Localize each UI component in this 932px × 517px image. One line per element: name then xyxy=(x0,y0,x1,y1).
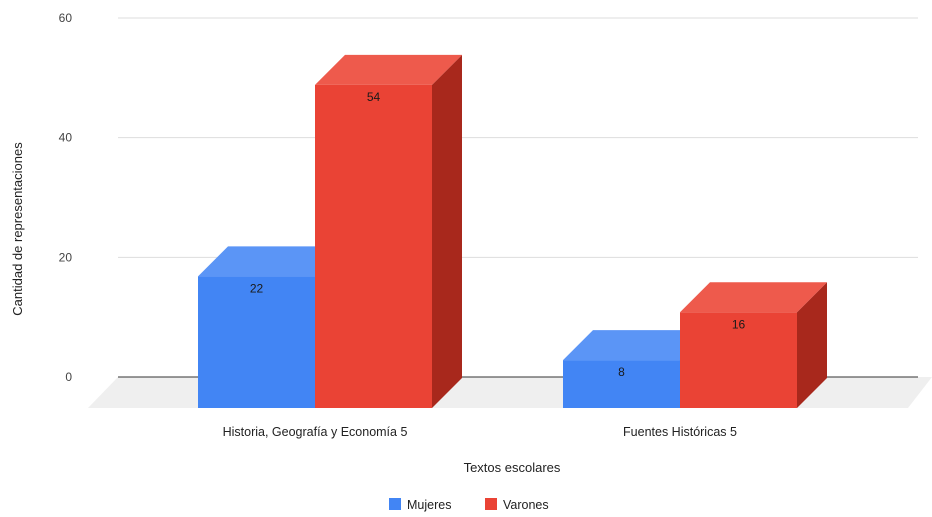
x-category-label: Historia, Geografía y Economía 5 xyxy=(223,425,408,439)
data-label: 16 xyxy=(732,317,746,331)
x-axis-title: Textos escolares xyxy=(464,460,561,475)
y-tick-label: 20 xyxy=(59,250,73,264)
y-axis-title: Cantidad de representaciones xyxy=(10,142,25,316)
bar-side-face xyxy=(797,282,827,408)
bar-top-face xyxy=(680,282,827,313)
bar-front-face xyxy=(198,276,315,408)
legend-item-mujeres[interactable]: Mujeres xyxy=(389,498,451,512)
bar-top-face xyxy=(315,54,462,85)
y-axis-ticks: 0 20 40 60 xyxy=(59,11,73,384)
bar-varones xyxy=(315,54,462,409)
bar-top-face xyxy=(563,330,710,361)
legend-swatch xyxy=(485,498,497,510)
legend: Mujeres Varones xyxy=(389,498,549,512)
y-tick-label: 0 xyxy=(65,370,72,384)
bars xyxy=(198,54,827,409)
bar-front-face xyxy=(315,84,432,409)
data-label: 54 xyxy=(367,90,381,104)
legend-swatch xyxy=(389,498,401,510)
data-label: 22 xyxy=(250,281,264,295)
y-tick-label: 60 xyxy=(59,11,73,25)
legend-label: Mujeres xyxy=(407,498,451,512)
data-labels: 22 54 8 16 xyxy=(250,90,746,379)
data-label: 8 xyxy=(618,365,625,379)
bar-front-face xyxy=(680,312,797,408)
legend-item-varones[interactable]: Varones xyxy=(485,498,549,512)
y-tick-label: 40 xyxy=(59,131,73,145)
legend-label: Varones xyxy=(503,498,549,512)
x-category-label: Fuentes Históricas 5 xyxy=(623,425,737,439)
x-axis-categories: Historia, Geografía y Economía 5 Fuentes … xyxy=(223,425,737,439)
bar-front-face xyxy=(563,360,680,408)
bar-top-face xyxy=(198,246,345,277)
bar-side-face xyxy=(432,54,462,409)
bar-varones xyxy=(680,282,827,408)
